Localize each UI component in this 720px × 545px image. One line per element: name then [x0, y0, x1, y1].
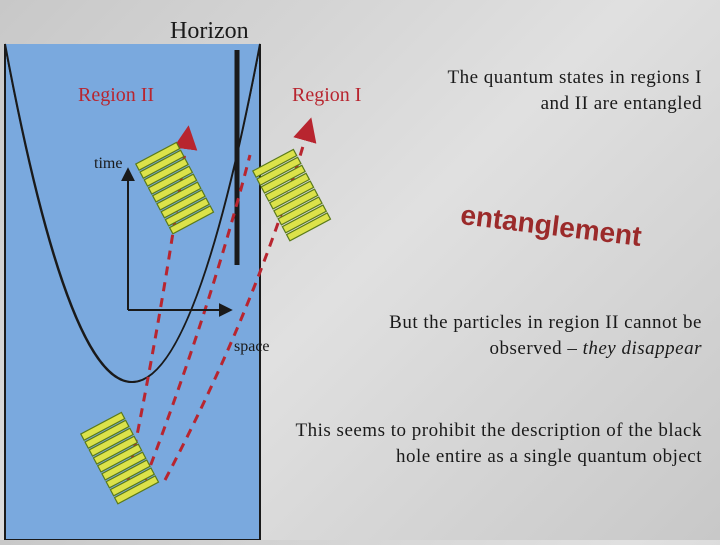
region-2-label: Region II	[78, 84, 154, 107]
text-prohibit: This seems to prohibit the description o…	[262, 418, 702, 469]
text-disappear: But the particles in region II cannot be…	[312, 310, 702, 361]
space-label: space	[234, 338, 270, 356]
hawking-diagram: Horizon Region II Region I time space Th…	[0, 0, 720, 540]
time-label: time	[94, 155, 122, 173]
text-entangled-states: The quantum states in regions I and II a…	[437, 65, 702, 116]
text-disappear-b: they disappear	[583, 338, 702, 359]
region-1-label: Region I	[292, 84, 361, 107]
horizon-label: Horizon	[170, 18, 249, 45]
wave-packet-2	[253, 149, 331, 240]
